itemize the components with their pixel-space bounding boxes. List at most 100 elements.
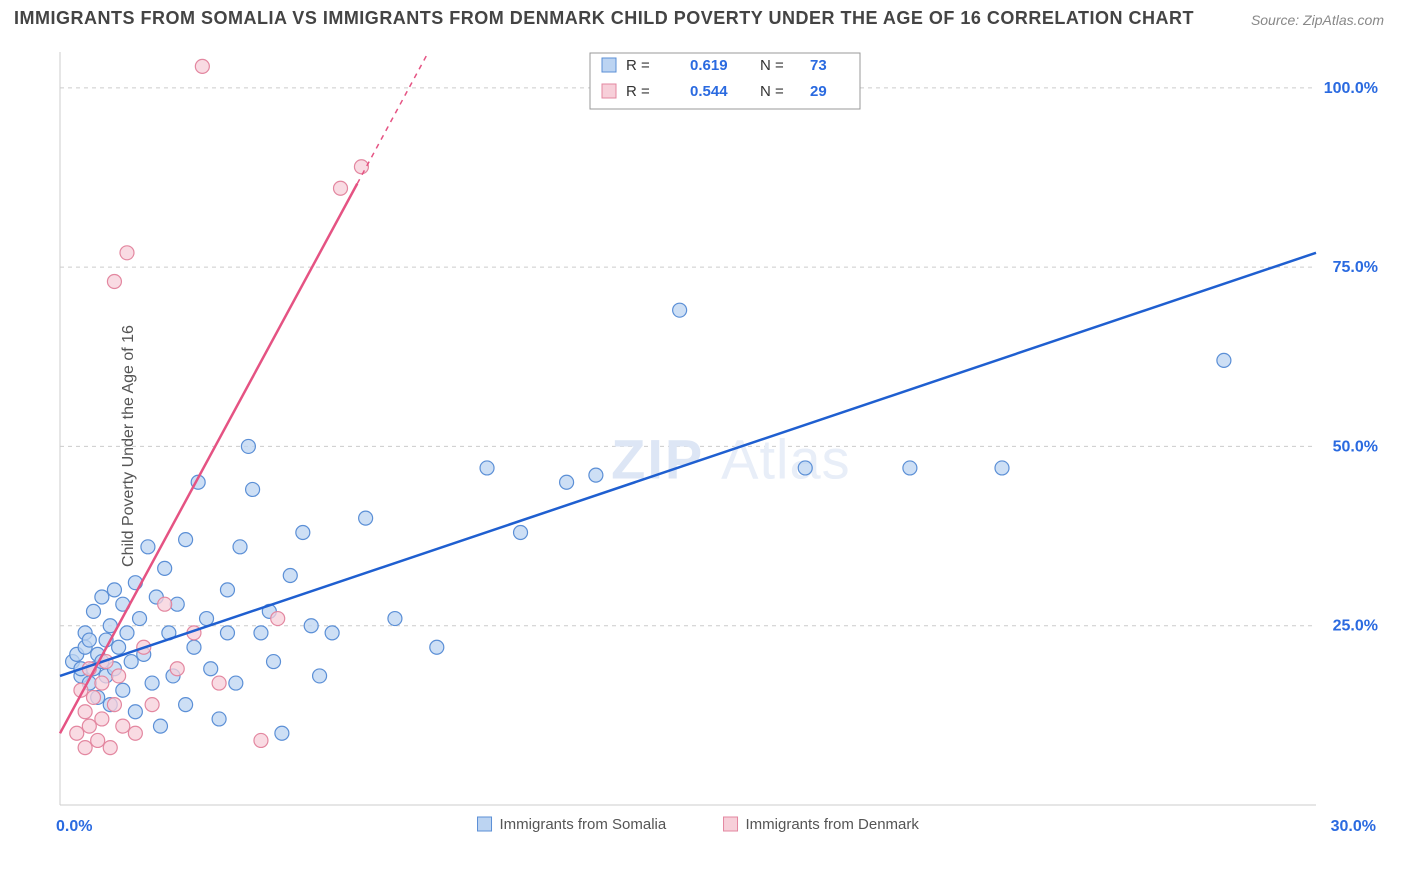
- data-point-somalia: [107, 583, 121, 597]
- data-point-denmark: [271, 612, 285, 626]
- data-point-denmark: [116, 719, 130, 733]
- data-point-somalia: [388, 612, 402, 626]
- data-point-somalia: [241, 439, 255, 453]
- data-point-denmark: [91, 733, 105, 747]
- bottom-legend-label-denmark: Immigrants from Denmark: [746, 816, 920, 833]
- data-point-denmark: [78, 741, 92, 755]
- data-point-denmark: [103, 741, 117, 755]
- data-point-somalia: [1217, 353, 1231, 367]
- x-tick-label: 30.0%: [1331, 818, 1376, 835]
- chart-svg: 25.0% 50.0% 75.0% 100.0% 0.0% 30.0% ZIP Atlas R …: [50, 40, 1386, 837]
- data-point-somalia: [283, 569, 297, 583]
- x-tick-label: 0.0%: [56, 818, 92, 835]
- data-point-somalia: [275, 726, 289, 740]
- data-point-denmark: [78, 705, 92, 719]
- legend-swatch-denmark: [602, 84, 616, 98]
- data-point-somalia: [480, 461, 494, 475]
- data-point-denmark: [334, 181, 348, 195]
- data-point-somalia: [246, 482, 260, 496]
- data-point-somalia: [112, 640, 126, 654]
- y-tick-label: 25.0%: [1333, 618, 1378, 635]
- data-point-denmark: [107, 698, 121, 712]
- data-point-somalia: [514, 525, 528, 539]
- data-point-denmark: [70, 726, 84, 740]
- data-point-somalia: [254, 626, 268, 640]
- data-point-somalia: [304, 619, 318, 633]
- data-point-denmark: [195, 59, 209, 73]
- data-point-somalia: [200, 612, 214, 626]
- data-point-somalia: [124, 655, 138, 669]
- y-tick-label: 100.0%: [1324, 80, 1378, 97]
- data-point-denmark: [145, 698, 159, 712]
- data-point-somalia: [220, 626, 234, 640]
- data-point-somalia: [82, 633, 96, 647]
- data-point-somalia: [133, 612, 147, 626]
- legend-n-label: N =: [760, 57, 784, 74]
- data-point-somalia: [204, 662, 218, 676]
- data-point-somalia: [560, 475, 574, 489]
- data-point-somalia: [313, 669, 327, 683]
- data-point-somalia: [145, 676, 159, 690]
- data-point-somalia: [798, 461, 812, 475]
- data-point-somalia: [179, 533, 193, 547]
- data-point-denmark: [128, 726, 142, 740]
- data-point-somalia: [267, 655, 281, 669]
- data-point-somalia: [128, 705, 142, 719]
- data-point-denmark: [254, 733, 268, 747]
- legend-n-label: N =: [760, 83, 784, 100]
- watermark: Atlas: [721, 427, 851, 490]
- data-point-somalia: [903, 461, 917, 475]
- data-point-somalia: [589, 468, 603, 482]
- watermark: ZIP: [611, 427, 704, 490]
- data-point-somalia: [187, 640, 201, 654]
- trend-line-somalia: [60, 253, 1316, 676]
- data-point-denmark: [82, 719, 96, 733]
- data-point-somalia: [116, 683, 130, 697]
- trend-line-dashed-denmark: [357, 52, 428, 184]
- data-point-somalia: [95, 590, 109, 604]
- data-point-denmark: [354, 160, 368, 174]
- data-point-somalia: [212, 712, 226, 726]
- y-tick-label: 75.0%: [1333, 259, 1378, 276]
- bottom-legend-label-somalia: Immigrants from Somalia: [500, 816, 667, 833]
- data-point-somalia: [233, 540, 247, 554]
- data-point-denmark: [95, 712, 109, 726]
- bottom-legend-swatch-somalia: [478, 817, 492, 831]
- data-point-denmark: [95, 676, 109, 690]
- legend-r-value-somalia: 0.619: [690, 57, 728, 74]
- data-point-somalia: [430, 640, 444, 654]
- data-point-denmark: [86, 690, 100, 704]
- data-point-denmark: [112, 669, 126, 683]
- data-point-denmark: [170, 662, 184, 676]
- data-point-somalia: [359, 511, 373, 525]
- source-label: Source: ZipAtlas.com: [1251, 12, 1384, 28]
- data-point-somalia: [86, 604, 100, 618]
- trend-line-denmark: [60, 184, 357, 734]
- data-point-somalia: [229, 676, 243, 690]
- data-point-somalia: [141, 540, 155, 554]
- data-point-denmark: [120, 246, 134, 260]
- data-point-somalia: [673, 303, 687, 317]
- bottom-legend-swatch-denmark: [724, 817, 738, 831]
- data-point-somalia: [296, 525, 310, 539]
- data-point-somalia: [220, 583, 234, 597]
- legend-n-value-denmark: 29: [810, 83, 827, 100]
- data-point-somalia: [995, 461, 1009, 475]
- legend-n-value-somalia: 73: [810, 57, 827, 74]
- data-point-somalia: [120, 626, 134, 640]
- data-point-denmark: [107, 274, 121, 288]
- data-point-denmark: [158, 597, 172, 611]
- data-point-somalia: [153, 719, 167, 733]
- legend-r-value-denmark: 0.544: [690, 83, 728, 100]
- data-point-somalia: [325, 626, 339, 640]
- plot-area: 25.0% 50.0% 75.0% 100.0% 0.0% 30.0% ZIP Atlas R …: [50, 40, 1386, 837]
- y-tick-label: 50.0%: [1333, 438, 1378, 455]
- data-point-somalia: [158, 561, 172, 575]
- legend-r-label: R =: [626, 57, 650, 74]
- chart-title: IMMIGRANTS FROM SOMALIA VS IMMIGRANTS FR…: [14, 8, 1194, 29]
- data-point-somalia: [179, 698, 193, 712]
- data-point-somalia: [170, 597, 184, 611]
- chart-container: IMMIGRANTS FROM SOMALIA VS IMMIGRANTS FR…: [0, 0, 1406, 892]
- legend-r-label: R =: [626, 83, 650, 100]
- legend-swatch-somalia: [602, 58, 616, 72]
